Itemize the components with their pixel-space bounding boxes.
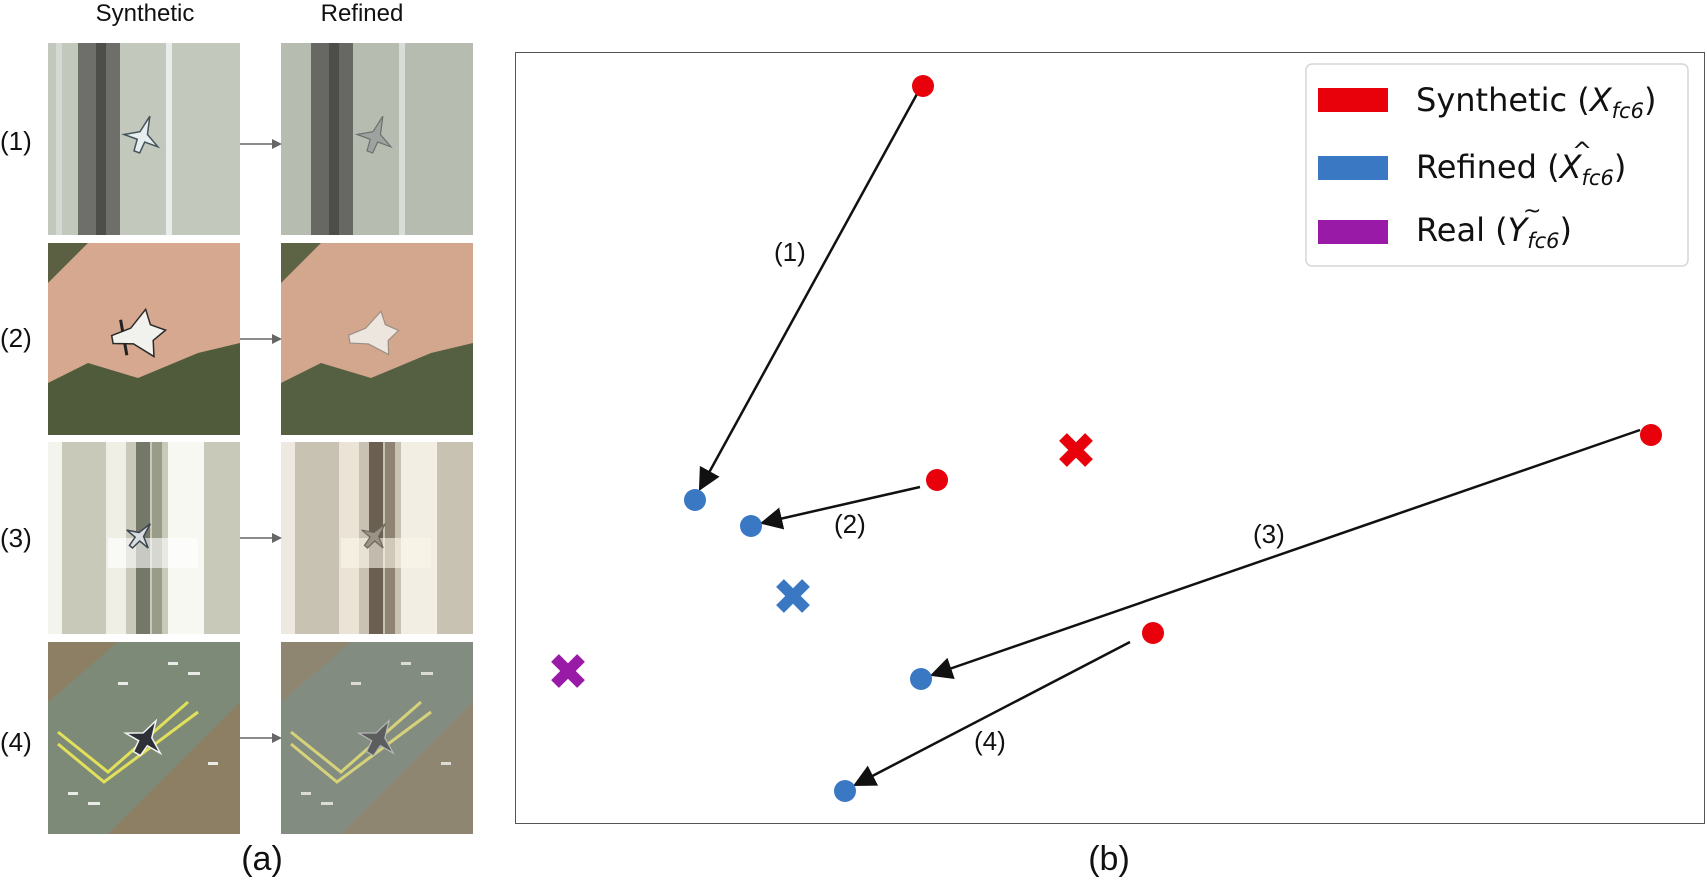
refined-point-4: [834, 780, 856, 802]
synthetic-point-4: [1142, 622, 1164, 644]
row-label-3: (3): [0, 523, 32, 553]
arrow-icon-2: [240, 332, 282, 351]
legend-swatch-real: [1318, 220, 1388, 244]
refined-point-3: [910, 668, 932, 690]
refined-column-header: Refined: [320, 0, 404, 27]
legend-swatch-synthetic: [1318, 88, 1388, 112]
transition-arrow-4: [853, 640, 1131, 787]
arrow-label-3: (3): [1253, 519, 1285, 549]
arrow-icon-4: [240, 731, 282, 750]
synthetic-centroid-marker: [1059, 433, 1093, 467]
arrow-label-2: (2): [834, 509, 866, 539]
panel-a-caption: (a): [241, 840, 283, 878]
synthetic-point-1: [912, 75, 934, 97]
legend-accent-real: ~: [1523, 199, 1541, 224]
row-label-2: (2): [0, 323, 32, 353]
refined-centroid-marker: [776, 579, 810, 613]
panel-b-caption: (b): [1088, 840, 1130, 878]
refined-point-2: [740, 515, 762, 537]
legend: Synthetic (Xfc6) ^ Refined (Xfc6) ~ Real…: [1305, 63, 1689, 267]
refined-image-2: [281, 243, 473, 435]
refined-image-3: [281, 442, 473, 634]
legend-entry-real: Real (Yfc6): [1416, 211, 1572, 253]
legend-entry-synthetic: Synthetic (Xfc6): [1416, 81, 1656, 123]
synthetic-image-4: [48, 642, 240, 834]
legend-swatch-refined: [1318, 156, 1388, 180]
transition-arrow-1: [698, 93, 919, 491]
refined-image-1: [281, 43, 473, 235]
transition-arrow-2: [759, 485, 921, 530]
legend-entry-refined: Refined (Xfc6): [1416, 148, 1626, 190]
row-label-1: (1): [0, 126, 32, 156]
synthetic-point-2: [926, 469, 948, 491]
synthetic-image-3: [48, 442, 240, 634]
refined-image-4: [281, 642, 473, 834]
synthetic-image-1: [48, 43, 240, 235]
real-centroid-marker: [551, 654, 585, 688]
arrow-icon-3: [240, 531, 282, 550]
arrow-icon-1: [240, 137, 282, 156]
legend-accent-refined: ^: [1572, 137, 1592, 165]
refined-point-1: [684, 489, 706, 511]
feature-space-plot-frame: [515, 52, 1705, 824]
arrow-label-1: (1): [774, 237, 806, 267]
synthetic-image-2: [48, 243, 240, 435]
transition-arrow-3: [929, 428, 1641, 680]
row-label-4: (4): [0, 727, 32, 757]
synthetic-point-3: [1640, 424, 1662, 446]
synthetic-column-header: Synthetic: [95, 0, 195, 27]
arrow-label-4: (4): [974, 726, 1006, 756]
